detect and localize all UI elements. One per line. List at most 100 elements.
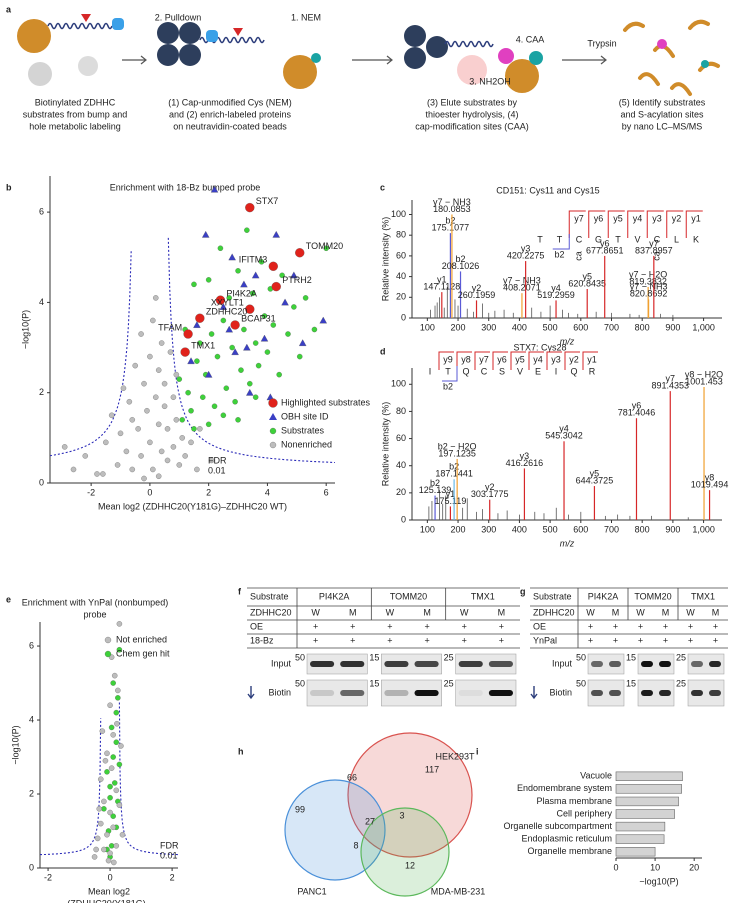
- ion-label: y9: [443, 354, 453, 364]
- set-label: MDA-MB-231: [431, 886, 486, 896]
- point: [195, 313, 205, 323]
- band: [310, 690, 335, 696]
- point: [220, 317, 227, 324]
- point: [126, 398, 133, 405]
- caption: on neutravidin-coated beads: [173, 121, 287, 131]
- x-tick-label: 300: [481, 322, 496, 332]
- table-cell: +: [613, 621, 618, 631]
- size-marker: 25: [676, 678, 686, 688]
- panel-label: f: [238, 586, 242, 596]
- table-cell: +: [713, 635, 718, 645]
- protein-icon: [505, 59, 539, 93]
- size-marker: 15: [626, 678, 636, 688]
- table-cell: +: [313, 635, 318, 645]
- modification-label: ca: [573, 251, 583, 261]
- point: [182, 453, 188, 459]
- set-label: PANC1: [297, 886, 326, 896]
- ion-label: y7: [574, 213, 584, 223]
- point-label: TFAM: [158, 322, 182, 332]
- protein-icon: [426, 36, 448, 58]
- band: [340, 661, 365, 667]
- peak-label: 180.0853: [433, 204, 471, 214]
- x-tick-label: 6: [324, 487, 329, 497]
- point: [161, 380, 168, 387]
- point: [101, 806, 107, 812]
- fragment-bracket: [666, 210, 684, 238]
- caption: Biotinylated ZDHHC: [35, 97, 116, 107]
- point-label: IFITM3: [239, 255, 268, 265]
- point: [110, 824, 116, 831]
- residue: T: [445, 366, 451, 376]
- x-tick-label: 2: [170, 872, 175, 882]
- table-cell: +: [638, 621, 643, 631]
- point: [113, 843, 120, 849]
- x-tick-label: 400: [512, 322, 527, 332]
- peptide-icon: [623, 21, 645, 32]
- point: [101, 798, 107, 805]
- table-cell: PI4K2A: [319, 591, 350, 601]
- peak-label: 819.3832: [629, 276, 667, 286]
- point: [101, 846, 107, 853]
- ion-label: y7 − NH3: [433, 197, 471, 207]
- ion-label: y5: [582, 271, 592, 281]
- point: [226, 295, 232, 301]
- ion-label: y5: [515, 354, 525, 364]
- fragment-bracket: [546, 351, 562, 370]
- point: [215, 295, 226, 305]
- y-tick-label: 0: [401, 514, 406, 524]
- point: [102, 757, 109, 764]
- point: [295, 248, 305, 258]
- point: [183, 329, 193, 339]
- point: [108, 765, 115, 771]
- point: [129, 466, 136, 473]
- ion-label: y1: [587, 354, 597, 364]
- chart-title: CD151: Cys11 and Cys15: [496, 185, 599, 195]
- ion-label: y7 − NH3: [630, 282, 668, 292]
- region-count: 27: [365, 816, 375, 826]
- bar: [615, 784, 682, 794]
- point: [173, 371, 180, 378]
- band: [709, 661, 721, 667]
- residue: C: [576, 234, 583, 244]
- point: [98, 776, 104, 782]
- band: [458, 690, 483, 696]
- table-cell: +: [350, 621, 355, 631]
- table-cell: +: [462, 621, 467, 631]
- x-tick-label: 0: [147, 487, 152, 497]
- residue: T: [557, 234, 563, 244]
- arrow: [530, 686, 538, 700]
- point: [176, 376, 183, 382]
- point: [158, 448, 165, 455]
- point: [191, 281, 197, 288]
- y-tick-label: 0: [39, 477, 44, 487]
- point: [176, 462, 183, 468]
- table-cell: +: [387, 635, 392, 645]
- bar: [615, 809, 675, 819]
- y-axis-label: −log10(P): [10, 725, 20, 764]
- y-tick-label: 2: [29, 788, 34, 798]
- point-label: PTRH2: [282, 275, 312, 285]
- point: [194, 466, 200, 473]
- table-cell: TMX1: [691, 591, 715, 601]
- ion-label: y4: [559, 424, 569, 434]
- point: [116, 621, 123, 627]
- peptide-icon: [638, 72, 660, 86]
- peak-label: 620.8435: [568, 278, 606, 288]
- point: [187, 357, 195, 365]
- ion-label: y7: [649, 238, 659, 248]
- point: [219, 303, 228, 310]
- point: [319, 316, 328, 324]
- panel-label: e: [6, 594, 11, 604]
- x-axis-label: Mean log2: [88, 886, 130, 896]
- point: [107, 783, 113, 790]
- bar: [615, 847, 656, 857]
- legend-label: Chem gen hit: [116, 648, 170, 658]
- point: [230, 320, 240, 330]
- residue: I: [429, 366, 432, 376]
- peak-label: 208.1026: [442, 261, 480, 271]
- blot: [306, 653, 368, 675]
- table-cell: OE: [533, 621, 546, 631]
- table-cell: PI4K2A: [588, 591, 619, 601]
- point: [108, 724, 115, 731]
- residue: L: [674, 234, 679, 244]
